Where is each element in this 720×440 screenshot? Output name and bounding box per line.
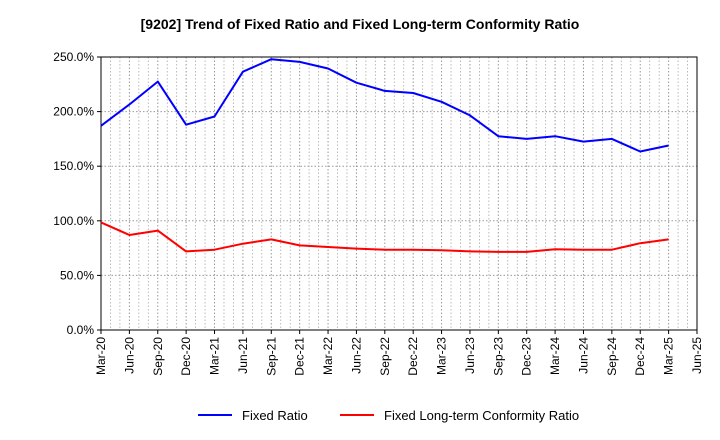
y-tick-label: 0.0% <box>67 323 95 337</box>
x-tick-label: Dec-21 <box>293 337 307 376</box>
data-point <box>100 221 102 223</box>
y-tick-label: 200.0% <box>53 105 94 119</box>
data-point <box>554 248 556 250</box>
data-point <box>100 125 102 127</box>
axes <box>97 56 698 334</box>
x-tick-label: Jun-24 <box>576 337 590 374</box>
plot-frame <box>100 56 698 331</box>
data-point <box>412 249 414 251</box>
x-tick-label: Sep-24 <box>605 337 619 376</box>
y-tick-labels: 0.0% 50.0% 100.0% 150.0% 200.0% 250.0% <box>53 50 94 337</box>
data-point <box>157 230 159 232</box>
x-tick-label: Sep-20 <box>151 337 165 376</box>
legend-swatch-fixed-ratio <box>198 414 232 416</box>
chart-title: [9202] Trend of Fixed Ratio and Fixed Lo… <box>140 16 580 32</box>
x-tick-label: Sep-21 <box>264 337 278 376</box>
legend-label-fixed-ratio: Fixed Ratio <box>242 407 308 423</box>
data-point <box>412 92 414 94</box>
data-point <box>327 67 329 69</box>
x-tick-label: Dec-23 <box>520 337 534 376</box>
legend: Fixed Ratio Fixed Long-term Conformity R… <box>0 405 720 425</box>
data-point <box>497 251 499 253</box>
data-point <box>384 249 386 251</box>
data-point <box>299 61 301 63</box>
data-point <box>214 249 216 251</box>
data-point <box>639 242 641 244</box>
data-point <box>497 135 499 137</box>
y-tick-label: 100.0% <box>53 214 94 228</box>
data-point <box>185 124 187 126</box>
data-point <box>526 251 528 253</box>
data-point <box>270 58 272 60</box>
data-point <box>611 249 613 251</box>
data-point <box>526 138 528 140</box>
data-point <box>128 104 130 106</box>
data-point <box>214 116 216 118</box>
x-tick-label: Jun-20 <box>122 337 136 374</box>
x-tick-label: Mar-20 <box>94 337 108 375</box>
x-tick-label: Dec-20 <box>179 337 193 376</box>
data-point <box>128 234 130 236</box>
x-tick-label: Mar-23 <box>435 337 449 375</box>
x-tick-label: Jun-23 <box>463 337 477 374</box>
y-tick-label: 50.0% <box>60 268 94 282</box>
x-tick-label: Jun-21 <box>236 337 250 374</box>
data-point <box>185 250 187 252</box>
data-point <box>469 250 471 252</box>
series-lines <box>100 58 670 253</box>
data-point <box>668 238 670 240</box>
data-point <box>554 135 556 137</box>
x-tick-label: Sep-22 <box>378 337 392 376</box>
series-line-fixed-ratio <box>100 58 669 153</box>
x-tick-label: Dec-24 <box>633 337 647 376</box>
x-tick-label: Jun-22 <box>349 337 363 374</box>
data-point <box>441 249 443 251</box>
x-tick-label: Dec-22 <box>406 337 420 376</box>
data-point <box>327 246 329 248</box>
x-tick-label: Mar-24 <box>548 337 562 375</box>
series-line-fixed-long-term-conformity-ratio <box>100 221 669 253</box>
legend-item-fixed-ratio: Fixed Ratio <box>198 405 308 425</box>
x-tick-label: Mar-22 <box>321 337 335 375</box>
data-point <box>469 114 471 116</box>
x-tick-label: Mar-25 <box>662 337 676 375</box>
data-point <box>242 71 244 73</box>
data-point <box>270 238 272 240</box>
x-tick-label: Jun-25 <box>690 337 704 374</box>
data-point <box>611 138 613 140</box>
legend-swatch-fixed-long-term-conformity-ratio <box>340 414 374 416</box>
grid-lines <box>100 56 698 331</box>
legend-item-fixed-long-term-conformity-ratio: Fixed Long-term Conformity Ratio <box>340 405 579 425</box>
data-point <box>157 81 159 83</box>
y-tick-label: 250.0% <box>53 50 94 64</box>
x-tick-label: Mar-21 <box>208 337 222 375</box>
legend-label-fixed-long-term-conformity-ratio: Fixed Long-term Conformity Ratio <box>384 407 580 423</box>
data-point <box>242 243 244 245</box>
data-point <box>582 141 584 143</box>
y-tick-label: 150.0% <box>53 159 94 173</box>
data-point <box>384 90 386 92</box>
data-point <box>355 82 357 84</box>
data-point <box>355 248 357 250</box>
data-point <box>668 144 670 146</box>
data-point <box>582 249 584 251</box>
x-tick-labels: Mar-20 Jun-20 Sep-20 Dec-20 Mar-21 Jun-21 Sep-… <box>94 337 704 376</box>
data-point <box>299 244 301 246</box>
x-tick-label: Sep-23 <box>491 337 505 376</box>
data-point <box>639 150 641 152</box>
data-point <box>441 101 443 103</box>
